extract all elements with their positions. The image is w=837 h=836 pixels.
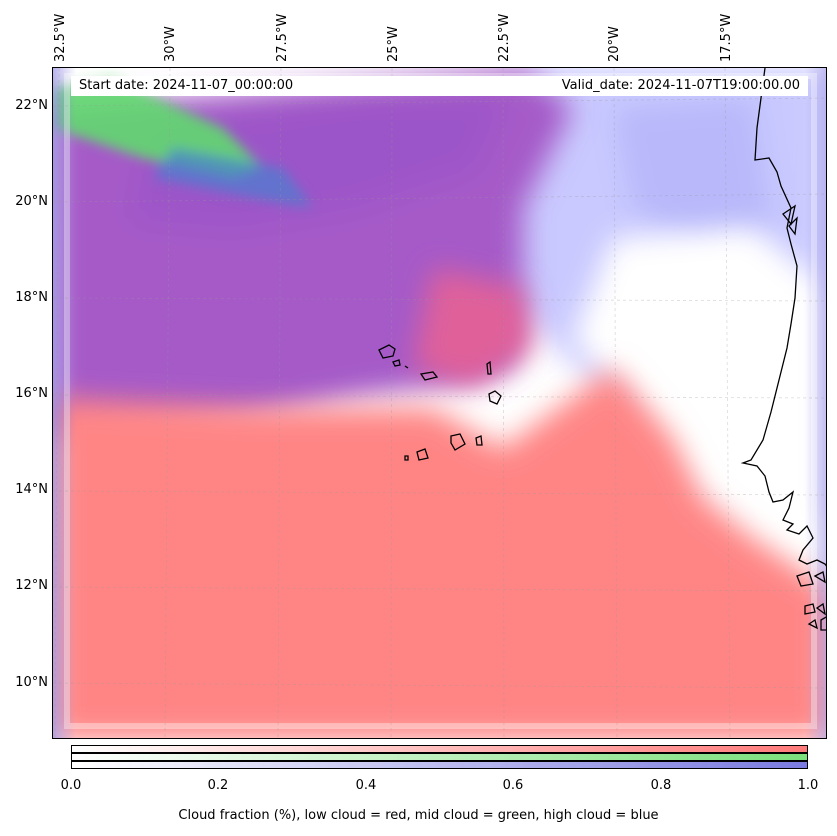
colorbar-tick: 0.2	[207, 778, 229, 793]
colorbar-high-blue	[71, 761, 808, 769]
colorbar-tick: 0.0	[60, 778, 82, 793]
start-date-text: Start date: 2024-11-07_00:00:00	[79, 78, 294, 93]
lat-label: 10°N	[15, 675, 48, 690]
colorbar-tick: 0.8	[650, 778, 672, 793]
valid-date-text: Valid_date: 2024-11-07T19:00:00.00	[561, 78, 800, 93]
lat-label: 12°N	[15, 578, 48, 593]
cloud-fraction-map	[52, 67, 827, 739]
lon-label: 17.5°W	[719, 13, 734, 62]
lat-label: 22°N	[15, 98, 48, 113]
map-canvas	[53, 68, 826, 738]
colorbar-label: Cloud fraction (%), low cloud = red, mid…	[178, 808, 659, 823]
lon-label: 20°W	[607, 26, 622, 62]
colorbar-low-red	[71, 745, 808, 753]
colorbar-tick: 1.0	[797, 778, 819, 793]
lon-label: 30°W	[163, 26, 178, 62]
lat-label: 14°N	[15, 482, 48, 497]
lon-label: 22.5°W	[497, 13, 512, 62]
colorbar-tick: 0.4	[355, 778, 377, 793]
lon-label: 27.5°W	[275, 13, 290, 62]
colorbar-mid-green	[71, 753, 808, 761]
lon-label: 32.5°W	[53, 13, 68, 62]
cape-verde-islands	[378, 344, 502, 461]
lon-label: 25°W	[386, 26, 401, 62]
african-coastline	[740, 68, 826, 631]
lat-label: 16°N	[15, 386, 48, 401]
date-info-bar: Start date: 2024-11-07_00:00:00 Valid_da…	[71, 76, 808, 96]
lat-label: 20°N	[15, 194, 48, 209]
graticule	[53, 68, 826, 738]
lat-label: 18°N	[15, 290, 48, 305]
colorbar-tick: 0.6	[502, 778, 524, 793]
